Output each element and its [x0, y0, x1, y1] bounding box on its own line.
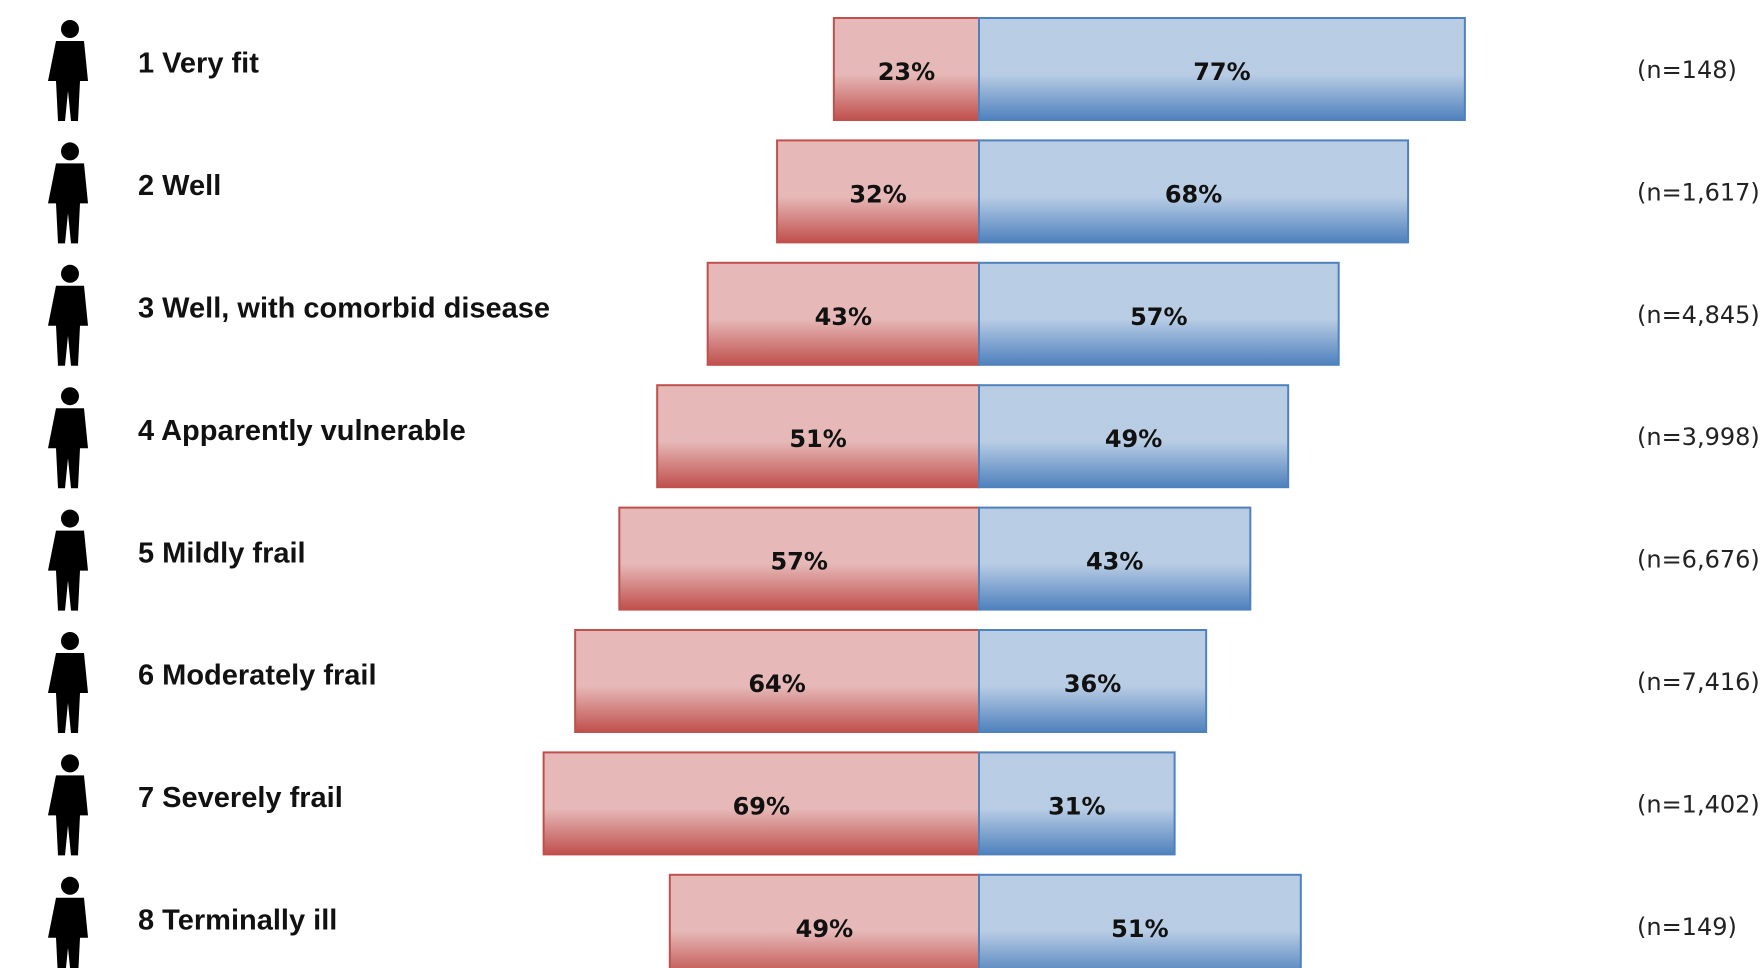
- value-label: 31%: [1048, 792, 1105, 820]
- category-label: 4 Apparently vulnerable: [138, 415, 466, 447]
- person-icon: [48, 754, 88, 856]
- value-label: 57%: [1130, 303, 1187, 331]
- icon-body: [48, 775, 88, 856]
- value-label: 57%: [770, 548, 827, 576]
- icon-body: [48, 897, 88, 968]
- sample-size: (n=1,402): [1637, 790, 1760, 818]
- value-label: 64%: [748, 670, 805, 698]
- value-label: 51%: [1111, 915, 1168, 943]
- category-label: 7 Severely frail: [138, 782, 343, 814]
- bar-right: [978, 629, 1208, 733]
- bar-right: [978, 506, 1252, 611]
- bar-left: [706, 261, 980, 366]
- person-icon: [48, 632, 88, 733]
- icon-head: [61, 509, 79, 528]
- person-icon: [48, 876, 88, 968]
- icon-body: [48, 163, 88, 244]
- bar-left: [542, 751, 980, 856]
- bar-right: [978, 873, 1302, 968]
- sample-size: (n=1,617): [1637, 178, 1760, 206]
- value-label: 49%: [796, 915, 853, 943]
- sample-size: (n=7,416): [1637, 668, 1760, 696]
- icon-head: [61, 387, 79, 406]
- value-label: 43%: [815, 303, 872, 331]
- value-label: 51%: [789, 425, 846, 453]
- category-label: 1 Very fit: [138, 48, 259, 80]
- icon-body: [48, 653, 88, 733]
- bar-right: [978, 751, 1176, 856]
- bar-left: [776, 139, 981, 244]
- icon-head: [61, 142, 79, 161]
- value-label: 49%: [1105, 425, 1162, 453]
- sample-size: (n=149): [1637, 913, 1737, 941]
- category-label: 6 Moderately frail: [138, 660, 377, 692]
- bar-right: [978, 261, 1340, 366]
- icon-head: [61, 632, 79, 650]
- value-label: 68%: [1165, 180, 1222, 208]
- bar-right: [978, 384, 1290, 489]
- person-icon: [48, 142, 88, 244]
- value-label: 32%: [849, 180, 906, 208]
- icon-body: [48, 285, 88, 366]
- sample-size: (n=4,845): [1637, 301, 1760, 329]
- bar-left: [656, 384, 980, 489]
- bar-left: [832, 17, 980, 121]
- sample-size: (n=148): [1637, 56, 1737, 84]
- category-label: 5 Mildly frail: [138, 537, 306, 569]
- sample-size: (n=6,676): [1637, 546, 1760, 574]
- icon-head: [61, 264, 79, 283]
- bar-left: [618, 506, 981, 611]
- person-icon: [48, 20, 88, 121]
- person-icon: [48, 509, 88, 611]
- sample-size: (n=3,998): [1637, 423, 1760, 451]
- value-label: 77%: [1193, 58, 1250, 86]
- bar-right: [978, 139, 1410, 244]
- icon-head: [61, 754, 79, 773]
- icon-head: [61, 20, 79, 38]
- icon-body: [48, 41, 88, 121]
- category-label: 8 Terminally ill: [138, 904, 337, 936]
- person-icon: [48, 387, 88, 489]
- value-label: 43%: [1086, 548, 1143, 576]
- bar-right: [978, 17, 1466, 121]
- category-label: 3 Well, with comorbid disease: [138, 292, 550, 324]
- value-label: 69%: [733, 792, 790, 820]
- value-label: 36%: [1064, 670, 1121, 698]
- value-label: 23%: [878, 58, 935, 86]
- category-label: 2 Well: [138, 170, 221, 202]
- person-icon: [48, 264, 88, 366]
- icon-head: [61, 876, 79, 895]
- icon-body: [48, 408, 88, 489]
- icon-body: [48, 530, 88, 611]
